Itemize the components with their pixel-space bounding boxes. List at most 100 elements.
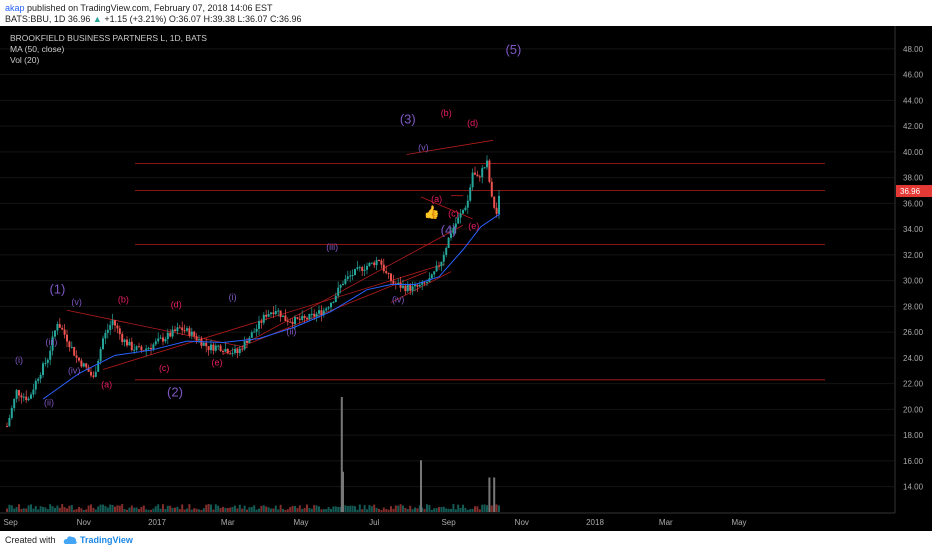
candle-body <box>159 337 162 339</box>
candle-body <box>471 172 474 188</box>
candle-body <box>313 313 316 317</box>
volume-bar <box>320 509 323 512</box>
candle-body <box>99 349 102 361</box>
candle-body <box>248 337 251 343</box>
candle-body <box>457 217 460 224</box>
legend-vol: Vol (20) <box>10 55 40 65</box>
candle-body <box>382 264 385 272</box>
candle-body <box>6 426 8 428</box>
wave-label: (1) <box>49 282 65 297</box>
volume-bar <box>390 506 392 512</box>
candle-body <box>243 340 246 350</box>
candle-body <box>152 344 155 350</box>
candle-body <box>128 341 131 346</box>
wave-label: (e) <box>212 358 223 368</box>
chart-area[interactable]: 14.00 16.00 18.00 20.00 22.00 24.00 26.00 28.00… <box>0 26 932 531</box>
wave-label: (d) <box>467 118 478 128</box>
wave-label: (d) <box>171 300 182 310</box>
volume-bar <box>42 507 44 512</box>
candle-body <box>130 341 133 351</box>
candle-body <box>15 390 18 399</box>
candle-body <box>193 331 196 337</box>
candle-body <box>375 260 378 266</box>
author-link[interactable]: akap <box>5 3 25 13</box>
y-tick-label: 48.00 <box>903 45 924 54</box>
volume-bar <box>102 504 104 512</box>
volume-bar <box>154 506 157 512</box>
volume-bar <box>25 508 28 512</box>
volume-bar <box>121 504 124 512</box>
volume-bar <box>18 504 20 512</box>
candle-body <box>332 302 335 304</box>
candle-body <box>459 213 462 218</box>
volume-bar <box>226 508 229 512</box>
candle-body <box>169 332 172 337</box>
x-tick-label: Mar <box>221 518 235 527</box>
volume-bar <box>205 504 208 512</box>
volume-bar <box>30 504 32 512</box>
candle-body <box>97 360 100 372</box>
wave-label: (ii) <box>44 398 54 408</box>
wave-label: (i) <box>229 292 237 302</box>
volume-bar <box>234 505 236 512</box>
candle-body <box>42 363 44 375</box>
candle-body <box>202 342 205 346</box>
volume-bar <box>476 506 479 512</box>
candle-body <box>66 334 68 342</box>
candle-body <box>253 331 256 333</box>
candle-body <box>385 271 388 274</box>
volume-bar <box>94 509 97 512</box>
candle-body <box>358 267 361 269</box>
candle-body <box>54 330 56 337</box>
candle-body <box>51 336 54 351</box>
tradingview-brand[interactable]: TradingView <box>80 535 133 545</box>
candle-body <box>308 313 311 320</box>
candle-body <box>111 320 114 326</box>
x-tick-label: 2017 <box>148 518 166 527</box>
volume-bar <box>195 508 198 512</box>
candle-body <box>366 266 368 270</box>
volume-bar <box>399 504 402 512</box>
volume-bar <box>106 507 109 512</box>
candle-body <box>27 398 30 401</box>
price-chart[interactable]: 14.00 16.00 18.00 20.00 22.00 24.00 26.00 28.00… <box>0 26 932 531</box>
candle-body <box>483 167 486 169</box>
volume-bar <box>222 506 224 512</box>
volume-bar <box>310 508 313 512</box>
candle-body <box>236 349 239 354</box>
volume-bar <box>409 505 412 512</box>
candle-body <box>147 348 150 350</box>
candle-body <box>361 267 364 271</box>
volume-bar <box>327 507 330 512</box>
volume-bar <box>454 509 457 512</box>
volume-bar <box>303 507 306 512</box>
y-tick-label: 34.00 <box>903 225 924 234</box>
wave-label: (iii) <box>45 337 57 347</box>
volume-bar <box>414 507 416 512</box>
candle-body <box>25 396 28 401</box>
volume-bar <box>286 509 289 512</box>
volume-bar <box>339 506 342 512</box>
volume-bar <box>450 508 452 512</box>
header-bar: akap published on TradingView.com, Febru… <box>0 0 932 26</box>
volume-bar <box>27 505 30 512</box>
volume-bar <box>186 508 188 512</box>
candle-body <box>44 362 47 364</box>
y-tick-label: 36.00 <box>903 199 924 208</box>
volume-bar <box>159 508 162 512</box>
volume-bar <box>140 506 143 512</box>
candle-body <box>351 275 354 277</box>
volume-bar <box>274 505 277 512</box>
volume-bar <box>471 508 474 512</box>
volume-bar <box>224 507 227 512</box>
volume-bar <box>219 508 222 512</box>
x-tick-label: Nov <box>515 518 529 527</box>
volume-bar <box>70 505 73 512</box>
volume-bar <box>289 507 292 512</box>
candle-body <box>145 348 148 351</box>
volume-bar <box>250 507 253 512</box>
volume-bar <box>92 507 95 512</box>
y-tick-label: 40.00 <box>903 148 924 157</box>
wave-label: (a) <box>431 194 442 204</box>
volume-bar <box>442 506 445 512</box>
